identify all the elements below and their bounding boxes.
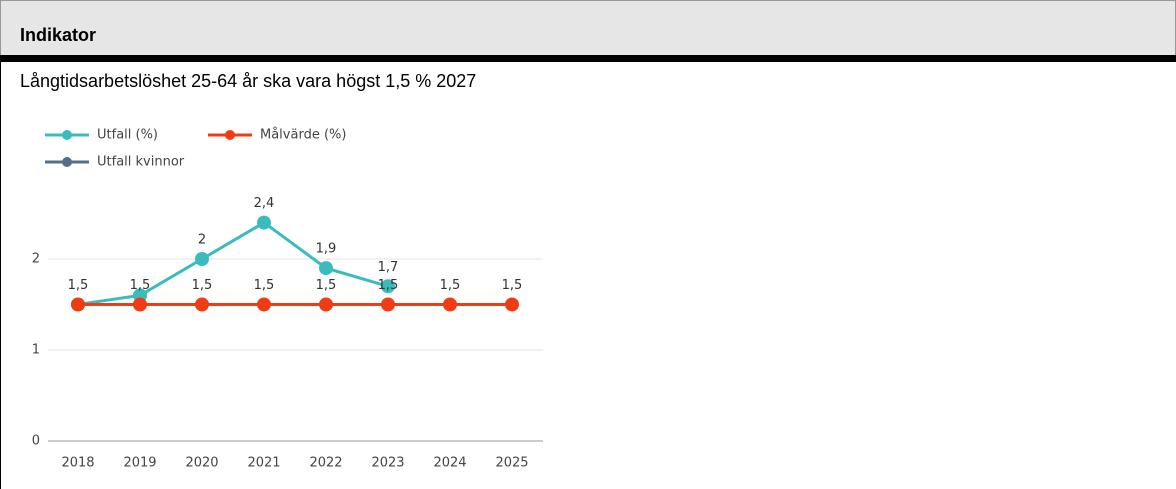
data-label: 2 xyxy=(198,233,206,248)
x-tick-label: 2025 xyxy=(495,456,528,471)
data-point xyxy=(71,297,85,312)
data-label: 1,7 xyxy=(378,260,399,275)
data-point xyxy=(195,252,209,266)
header: Indikator xyxy=(0,0,1176,56)
left-border xyxy=(0,62,1,489)
data-label: 1,5 xyxy=(68,278,89,293)
data-point xyxy=(505,297,519,312)
data-point xyxy=(319,261,333,276)
data-point xyxy=(133,297,147,312)
x-tick-label: 2018 xyxy=(61,456,94,471)
data-point xyxy=(381,297,395,312)
data-label: 1,5 xyxy=(440,278,461,293)
data-label: 1,5 xyxy=(192,278,213,293)
x-tick-label: 2019 xyxy=(123,456,156,471)
data-point xyxy=(443,297,457,312)
legend-marker xyxy=(225,130,235,140)
y-tick-label: 0 xyxy=(32,434,40,449)
x-tick-label: 2022 xyxy=(309,456,342,471)
data-label: 2,4 xyxy=(254,196,275,211)
legend-label: Målvärde (%) xyxy=(260,128,346,143)
chart-title: Långtidsarbetslöshet 25-64 år ska vara h… xyxy=(20,71,477,91)
legend-marker xyxy=(62,157,72,167)
data-label: 1,5 xyxy=(502,278,523,293)
data-point xyxy=(257,297,271,312)
data-point xyxy=(257,215,271,230)
x-tick-label: 2023 xyxy=(371,456,404,471)
legend-label: Utfall kvinnor xyxy=(97,155,185,170)
y-tick-label: 1 xyxy=(32,343,40,358)
header-rule xyxy=(0,55,1176,62)
x-tick-label: 2024 xyxy=(433,456,466,471)
x-tick-label: 2020 xyxy=(185,456,218,471)
x-tick-label: 2021 xyxy=(247,456,280,471)
data-label: 1,5 xyxy=(316,278,337,293)
data-label: 1,9 xyxy=(316,242,337,257)
data-point xyxy=(381,279,395,294)
data-point xyxy=(319,297,333,312)
legend-label: Utfall (%) xyxy=(97,128,158,143)
data-point xyxy=(195,297,209,312)
legend-marker xyxy=(62,130,72,140)
header-title: Indikator xyxy=(20,25,97,45)
y-tick-label: 2 xyxy=(32,252,40,267)
data-label: 1,5 xyxy=(130,278,151,293)
data-label: 1,5 xyxy=(378,278,399,293)
data-label: 1,5 xyxy=(254,278,275,293)
series-line xyxy=(77,220,389,306)
